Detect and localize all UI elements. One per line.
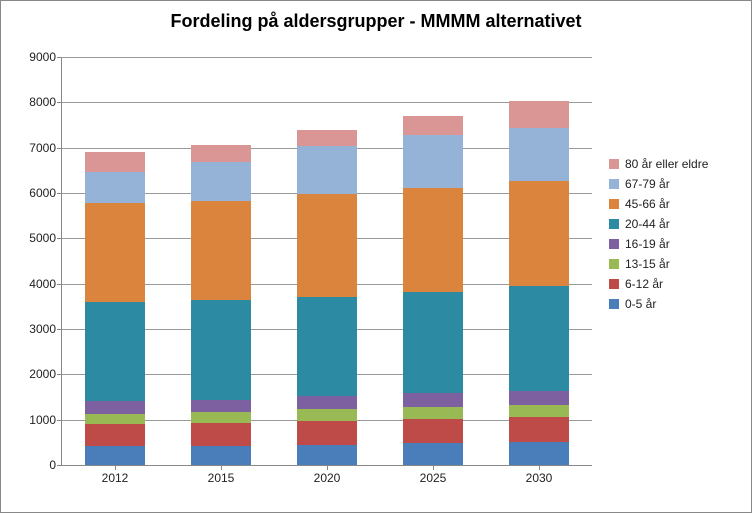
ytick-label: 5000 (29, 231, 62, 245)
legend-label: 0-5 år (625, 297, 656, 311)
legend-label: 13-15 år (625, 257, 670, 271)
legend-swatch (609, 299, 619, 309)
bar-segment (297, 421, 356, 445)
legend-swatch (609, 279, 619, 289)
legend-label: 16-19 år (625, 237, 670, 251)
bar-group (85, 57, 144, 465)
legend-item: 13-15 år (609, 257, 708, 271)
bar-segment (509, 391, 568, 405)
bar-segment (191, 300, 250, 400)
ytick-label: 0 (49, 458, 62, 472)
bar-segment (403, 188, 462, 291)
bar-segment (85, 424, 144, 446)
legend-item: 16-19 år (609, 237, 708, 251)
legend-item: 45-66 år (609, 197, 708, 211)
ytick-label: 2000 (29, 367, 62, 381)
xtick-label: 2012 (102, 465, 129, 485)
bar-segment (509, 286, 568, 391)
bar-segment (403, 393, 462, 407)
bar-segment (509, 442, 568, 465)
legend-label: 6-12 år (625, 277, 663, 291)
ytick-label: 8000 (29, 95, 62, 109)
bar-segment (85, 152, 144, 171)
bar-segment (297, 445, 356, 465)
bar-group (403, 57, 462, 465)
legend: 80 år eller eldre 67-79 år 45-66 år 20-44 å… (609, 151, 708, 317)
bar-segment (297, 130, 356, 145)
legend-item: 80 år eller eldre (609, 157, 708, 171)
ytick-label: 1000 (29, 413, 62, 427)
bar-segment (85, 302, 144, 401)
legend-item: 67-79 år (609, 177, 708, 191)
bar-segment (509, 181, 568, 286)
bar-group (191, 57, 250, 465)
bar-group (297, 57, 356, 465)
legend-item: 20-44 år (609, 217, 708, 231)
bar-segment (403, 443, 462, 465)
legend-label: 67-79 år (625, 177, 670, 191)
bar-segment (509, 101, 568, 128)
bar-segment (85, 414, 144, 424)
bar-segment (191, 201, 250, 300)
bar-segment (403, 292, 462, 393)
ytick-label: 3000 (29, 322, 62, 336)
bar-segment (85, 446, 144, 465)
xtick-label: 2030 (526, 465, 553, 485)
bar-segment (297, 297, 356, 396)
bar-segment (191, 162, 250, 201)
bar-segment (191, 446, 250, 465)
xtick-label: 2020 (314, 465, 341, 485)
chart-title: Fordeling på aldersgrupper - MMMM altern… (1, 11, 751, 32)
bar-group (509, 57, 568, 465)
legend-label: 45-66 år (625, 197, 670, 211)
bar-segment (297, 146, 356, 194)
legend-item: 6-12 år (609, 277, 708, 291)
bar-segment (509, 405, 568, 417)
bar-segment (403, 419, 462, 443)
bar-segment (509, 128, 568, 181)
bar-segment (403, 135, 462, 188)
bar-segment (297, 194, 356, 297)
bar-segment (297, 409, 356, 421)
legend-swatch (609, 179, 619, 189)
bar-segment (191, 145, 250, 162)
bar-segment (85, 401, 144, 414)
ytick-label: 7000 (29, 141, 62, 155)
bar-segment (191, 412, 250, 423)
ytick-label: 6000 (29, 186, 62, 200)
bar-segment (509, 417, 568, 442)
xtick-label: 2025 (420, 465, 447, 485)
bar-segment (85, 172, 144, 204)
bar-segment (191, 400, 250, 413)
legend-label: 20-44 år (625, 217, 670, 231)
plot-area: 0100020003000400050006000700080009000201… (61, 57, 592, 466)
chart-container: Fordeling på aldersgrupper - MMMM altern… (0, 0, 752, 513)
bar-segment (403, 116, 462, 136)
ytick-label: 4000 (29, 277, 62, 291)
bar-segment (85, 203, 144, 301)
legend-swatch (609, 199, 619, 209)
bar-segment (191, 423, 250, 445)
legend-swatch (609, 239, 619, 249)
legend-swatch (609, 159, 619, 169)
legend-swatch (609, 259, 619, 269)
ytick-label: 9000 (29, 50, 62, 64)
bar-segment (403, 407, 462, 419)
xtick-label: 2015 (208, 465, 235, 485)
legend-label: 80 år eller eldre (625, 157, 708, 171)
bar-segment (297, 396, 356, 409)
legend-item: 0-5 år (609, 297, 708, 311)
legend-swatch (609, 219, 619, 229)
